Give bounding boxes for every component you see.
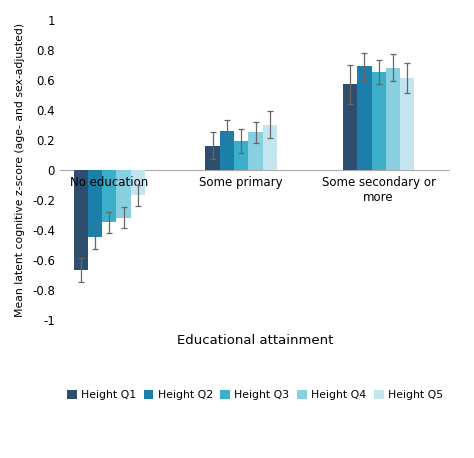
Bar <box>117 170 131 218</box>
Bar <box>73 170 88 270</box>
X-axis label: Educational attainment: Educational attainment <box>177 333 333 347</box>
Bar <box>357 66 372 170</box>
Text: Some secondary or
more: Some secondary or more <box>322 176 436 204</box>
Bar <box>248 132 263 170</box>
Bar <box>400 78 414 170</box>
Bar <box>220 131 234 170</box>
Bar <box>206 146 220 170</box>
Text: Some primary: Some primary <box>200 176 283 189</box>
Bar <box>343 84 357 170</box>
Bar <box>234 142 248 170</box>
Bar <box>131 170 145 195</box>
Y-axis label: Mean latent cognitive z-score (age- and sex-adjusted): Mean latent cognitive z-score (age- and … <box>15 23 25 317</box>
Legend: Height Q1, Height Q2, Height Q3, Height Q4, Height Q5: Height Q1, Height Q2, Height Q3, Height … <box>63 385 447 404</box>
Bar <box>372 72 386 170</box>
Bar <box>386 68 400 170</box>
Bar <box>88 170 102 237</box>
Bar <box>102 170 117 222</box>
Text: No education: No education <box>70 176 148 189</box>
Bar <box>263 125 277 170</box>
